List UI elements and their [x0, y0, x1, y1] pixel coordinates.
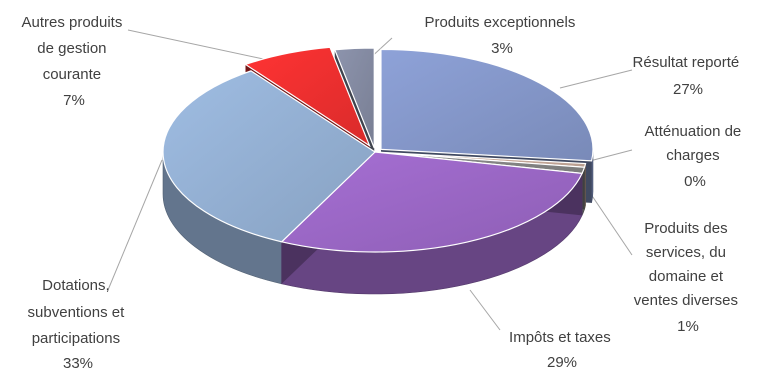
slice-label-produits-exceptionnels: Produits exceptionnels 3%	[424, 14, 579, 57]
slice-label-attenuation-de-charges: Atténuation de charges 0%	[645, 123, 746, 190]
slice-label-resultat-reporte: Résultat reporté 27%	[633, 54, 744, 98]
slice-label-autres-produits: Autres produits de gestion courante 7%	[21, 14, 126, 109]
slice-label-produits-des-services: Produits des services, du domaine et ven…	[634, 220, 742, 335]
slice-label-impots-et-taxes: Impôts et taxes 29%	[509, 329, 615, 371]
slice-impots-et-taxes	[280, 151, 583, 253]
slice-dotations-subventions-et-participations	[162, 70, 376, 243]
pie-slice-tops	[162, 46, 594, 253]
slice-label-dotations: Dotations, subventions et participations…	[28, 277, 129, 372]
leader-line-resultat-reporte	[559, 69, 633, 89]
slice-produits-exceptionnels	[333, 47, 375, 149]
slice-autres-produits-de-gestion-courante	[244, 46, 371, 148]
slice-resultat-reporte	[380, 48, 594, 162]
leader-line-dotations-subventions-et-participations	[107, 159, 163, 291]
leader-line-impots-et-taxes	[469, 289, 501, 331]
